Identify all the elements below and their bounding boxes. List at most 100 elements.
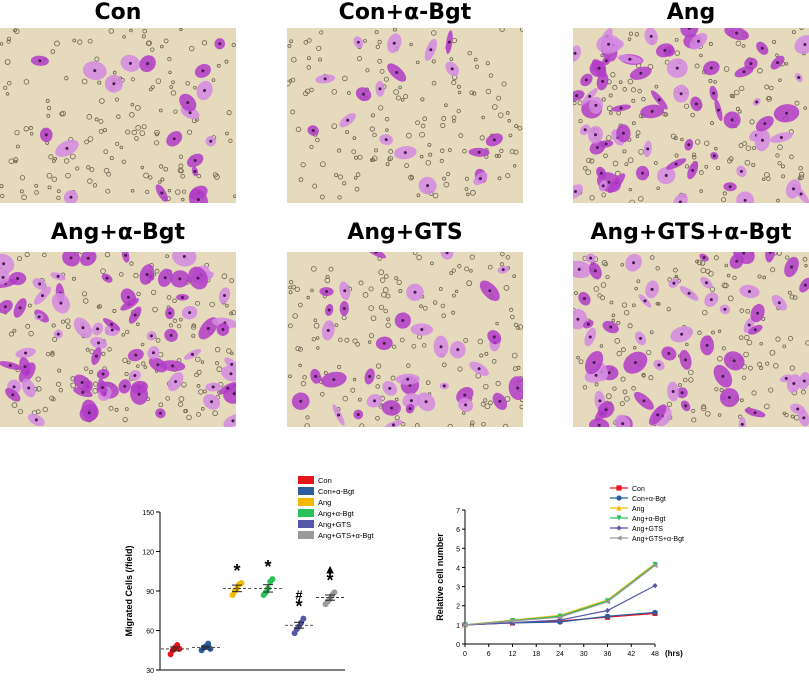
membrane-pore — [494, 153, 499, 158]
membrane-pore — [483, 398, 488, 403]
membrane-pore — [739, 85, 745, 92]
membrane-pore — [785, 255, 790, 260]
membrane-pore — [376, 374, 381, 380]
cell-nucleus — [604, 408, 608, 412]
membrane-pore — [126, 360, 131, 365]
membrane-pore — [467, 50, 473, 56]
membrane-pore — [667, 277, 672, 282]
membrane-pore — [464, 187, 469, 191]
membrane-pore — [79, 252, 85, 255]
membrane-pore — [60, 319, 65, 324]
cell-nucleus — [169, 333, 173, 337]
membrane-pore — [290, 109, 296, 115]
membrane-pore — [82, 298, 89, 304]
membrane-pore — [425, 160, 432, 166]
membrane-pore — [230, 351, 234, 356]
membrane-pore — [168, 70, 172, 75]
membrane-pore — [368, 305, 374, 311]
membrane-pore — [696, 259, 703, 266]
membrane-pore — [630, 87, 637, 93]
cell-nucleus — [323, 77, 327, 81]
cell-nucleus — [663, 48, 667, 52]
membrane-pore — [514, 124, 519, 129]
membrane-pore — [115, 141, 120, 146]
membrane-pore — [306, 295, 310, 300]
membrane-pore — [87, 136, 94, 142]
membrane-pore — [129, 28, 133, 33]
membrane-pore — [449, 271, 454, 275]
cell-nucleus — [721, 374, 725, 378]
membrane-pore — [719, 388, 724, 393]
membrane-pore — [196, 411, 201, 417]
membrane-pore — [710, 121, 714, 126]
membrane-pore — [46, 105, 52, 111]
membrane-pore — [400, 98, 405, 102]
legend-label: Ang+α-Bgt — [318, 509, 355, 518]
cell-nucleus — [588, 335, 592, 339]
cell-nucleus — [378, 87, 382, 91]
cell-nucleus — [374, 252, 378, 254]
membrane-pore — [507, 119, 512, 123]
membrane-pore — [616, 320, 621, 325]
x-tick-label: 0 — [463, 651, 467, 658]
line-marker — [616, 525, 622, 531]
cell-nucleus — [643, 299, 647, 303]
membrane-pore — [183, 409, 188, 414]
cell-nucleus — [709, 66, 713, 70]
membrane-pore — [788, 335, 794, 342]
membrane-pore — [153, 140, 160, 146]
membrane-pore — [388, 149, 394, 154]
membrane-pore — [211, 78, 216, 82]
membrane-pore — [323, 371, 328, 376]
cell-nucleus — [694, 102, 698, 106]
membrane-pore — [320, 161, 326, 168]
cell-nucleus — [44, 133, 48, 137]
membrane-pore — [385, 293, 391, 299]
cell-nucleus — [776, 61, 780, 65]
membrane-pore — [466, 192, 470, 197]
cell-nucleus — [582, 297, 586, 301]
membrane-pore — [45, 351, 51, 357]
cell-nucleus — [356, 412, 360, 416]
y-tick-label: 5 — [456, 546, 460, 553]
membrane-pore — [178, 168, 184, 174]
membrane-pore — [457, 366, 463, 372]
cell-nucleus — [785, 111, 789, 115]
membrane-pore — [638, 149, 644, 155]
membrane-pore — [65, 172, 71, 179]
membrane-pore — [769, 85, 774, 91]
membrane-pore — [306, 56, 311, 61]
membrane-pore — [300, 162, 306, 168]
membrane-pore — [500, 252, 505, 257]
membrane-pore — [673, 267, 678, 273]
membrane-pore — [515, 325, 520, 330]
membrane-pore — [673, 136, 678, 141]
membrane-pore — [119, 272, 124, 277]
membrane-pore — [228, 138, 233, 143]
cell-nucleus — [186, 101, 190, 105]
membrane-pore — [130, 188, 135, 193]
panel-title-con-abgt: Con+α-Bgt — [338, 0, 472, 25]
membrane-pore — [441, 362, 447, 368]
membrane-pore — [56, 381, 62, 387]
membrane-pore — [191, 324, 197, 330]
membrane-pore — [419, 154, 424, 159]
significance-mark: ▲ — [324, 561, 337, 576]
membrane-pore — [8, 158, 15, 165]
membrane-pore — [24, 252, 30, 258]
cell-nucleus — [791, 187, 795, 191]
membrane-pore — [688, 377, 694, 383]
membrane-pore — [692, 155, 697, 160]
membrane-pore — [231, 310, 236, 316]
membrane-pore — [59, 111, 65, 117]
cell-nucleus — [667, 351, 671, 355]
membrane-pore — [50, 352, 55, 357]
membrane-pore — [390, 375, 396, 381]
membrane-pore — [379, 68, 385, 74]
cell-nucleus — [134, 353, 138, 357]
membrane-pore — [159, 108, 163, 113]
membrane-pore — [46, 113, 51, 118]
membrane-pore — [85, 347, 90, 352]
membrane-pore — [344, 337, 350, 343]
